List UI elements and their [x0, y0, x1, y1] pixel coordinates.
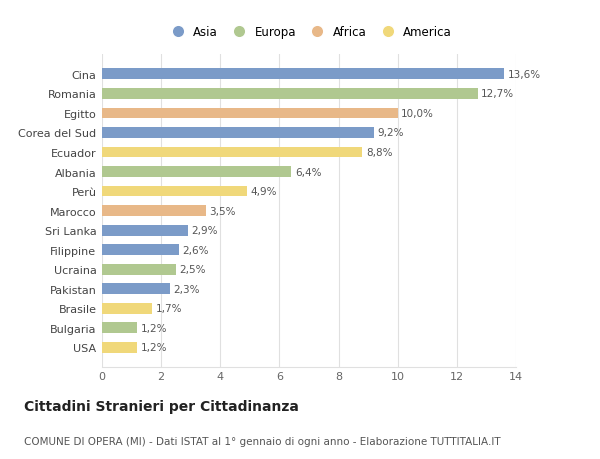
Bar	[102, 284, 170, 295]
Bar	[102, 264, 176, 275]
Text: Cittadini Stranieri per Cittadinanza: Cittadini Stranieri per Cittadinanza	[24, 399, 299, 413]
Text: 6,4%: 6,4%	[295, 167, 322, 177]
Text: 1,2%: 1,2%	[141, 343, 167, 353]
Bar	[102, 206, 205, 217]
Bar	[102, 245, 179, 256]
Text: 2,5%: 2,5%	[179, 265, 206, 274]
Text: 2,6%: 2,6%	[182, 245, 209, 255]
Bar	[102, 342, 137, 353]
Bar	[102, 167, 291, 178]
Bar	[102, 323, 137, 334]
Text: 2,9%: 2,9%	[191, 226, 218, 235]
Text: 12,7%: 12,7%	[481, 89, 514, 99]
Bar	[102, 108, 398, 119]
Text: 1,7%: 1,7%	[156, 304, 182, 313]
Bar	[102, 69, 504, 80]
Bar	[102, 225, 188, 236]
Bar	[102, 89, 478, 100]
Bar	[102, 147, 362, 158]
Text: 8,8%: 8,8%	[366, 148, 392, 157]
Legend: Asia, Europa, Africa, America: Asia, Europa, Africa, America	[164, 23, 454, 41]
Text: COMUNE DI OPERA (MI) - Dati ISTAT al 1° gennaio di ogni anno - Elaborazione TUTT: COMUNE DI OPERA (MI) - Dati ISTAT al 1° …	[24, 436, 500, 446]
Bar	[102, 128, 374, 139]
Bar	[102, 303, 152, 314]
Text: 3,5%: 3,5%	[209, 206, 236, 216]
Text: 4,9%: 4,9%	[250, 187, 277, 196]
Text: 2,3%: 2,3%	[173, 284, 200, 294]
Text: 1,2%: 1,2%	[141, 323, 167, 333]
Text: 10,0%: 10,0%	[401, 109, 434, 118]
Text: 9,2%: 9,2%	[377, 128, 404, 138]
Bar	[102, 186, 247, 197]
Text: 13,6%: 13,6%	[508, 70, 541, 79]
